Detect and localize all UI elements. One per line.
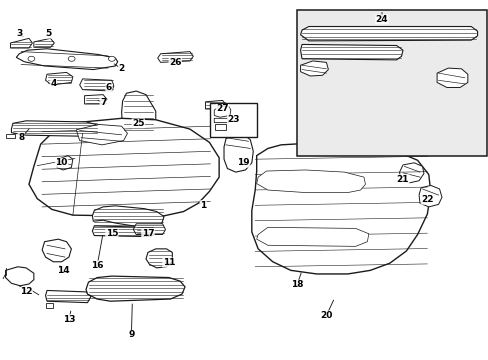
Text: 12: 12: [20, 287, 32, 296]
Text: 5: 5: [45, 29, 52, 38]
Polygon shape: [214, 118, 228, 123]
Text: 19: 19: [237, 158, 249, 167]
Polygon shape: [436, 68, 467, 87]
Text: 11: 11: [163, 258, 175, 267]
Text: 1: 1: [200, 201, 206, 210]
Text: 23: 23: [227, 115, 240, 124]
Polygon shape: [45, 72, 73, 85]
Text: 8: 8: [18, 133, 24, 142]
Polygon shape: [92, 206, 163, 227]
Polygon shape: [57, 156, 73, 170]
Text: 16: 16: [91, 261, 103, 270]
Text: 15: 15: [105, 229, 118, 238]
Circle shape: [28, 56, 35, 61]
Polygon shape: [45, 303, 53, 309]
Polygon shape: [84, 95, 107, 104]
Polygon shape: [133, 224, 165, 234]
Text: 10: 10: [55, 158, 68, 167]
Text: 27: 27: [216, 104, 228, 113]
Bar: [210, 103, 256, 137]
Polygon shape: [300, 27, 477, 41]
Text: 22: 22: [420, 195, 433, 204]
Polygon shape: [80, 79, 114, 91]
Polygon shape: [29, 118, 219, 217]
Text: 7: 7: [100, 98, 106, 107]
Circle shape: [68, 56, 75, 61]
Polygon shape: [256, 227, 368, 246]
Text: 14: 14: [57, 266, 69, 275]
Polygon shape: [158, 51, 193, 62]
Polygon shape: [256, 170, 365, 193]
Circle shape: [108, 56, 115, 61]
Text: 26: 26: [169, 58, 181, 67]
Polygon shape: [45, 291, 91, 303]
Text: 6: 6: [105, 83, 112, 92]
Polygon shape: [10, 39, 32, 48]
Polygon shape: [5, 267, 34, 286]
Text: 2: 2: [118, 64, 124, 73]
Text: 3: 3: [16, 29, 22, 38]
Polygon shape: [300, 44, 402, 60]
Polygon shape: [205, 100, 225, 109]
Polygon shape: [86, 276, 184, 301]
Text: 13: 13: [62, 315, 75, 324]
Polygon shape: [418, 185, 441, 207]
Polygon shape: [300, 61, 328, 76]
Polygon shape: [399, 163, 423, 183]
Text: 9: 9: [128, 330, 134, 339]
Text: 21: 21: [396, 175, 408, 184]
Text: 4: 4: [50, 80, 57, 89]
Text: 20: 20: [320, 311, 332, 320]
Bar: [297, 10, 487, 156]
Text: 18: 18: [290, 280, 303, 289]
Polygon shape: [215, 125, 225, 130]
Polygon shape: [224, 134, 253, 172]
Text: 17: 17: [142, 229, 154, 238]
Polygon shape: [122, 91, 156, 134]
Text: 24: 24: [375, 15, 387, 24]
Polygon shape: [76, 125, 127, 145]
Polygon shape: [214, 107, 230, 117]
Polygon shape: [42, 239, 71, 262]
Polygon shape: [11, 121, 98, 136]
Polygon shape: [92, 226, 154, 237]
Polygon shape: [5, 134, 15, 138]
Polygon shape: [146, 249, 172, 268]
Text: 25: 25: [132, 119, 144, 128]
Polygon shape: [34, 39, 54, 47]
Polygon shape: [16, 49, 118, 69]
Polygon shape: [251, 143, 430, 274]
